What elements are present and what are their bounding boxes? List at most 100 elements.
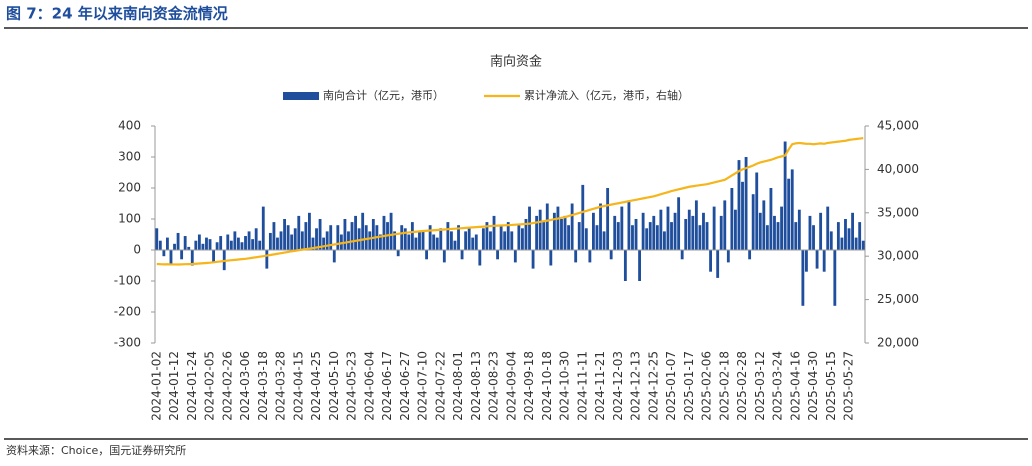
bar [336,225,340,250]
bar [652,215,656,250]
bar [641,212,645,250]
bar [563,215,567,250]
bar [343,219,347,250]
bar [389,212,393,250]
bar [570,203,574,250]
x-tick-label: 2024-07-10 [416,351,430,421]
bar [308,212,311,250]
x-tick-label: 2024-08-13 [469,351,483,421]
bar [528,206,531,250]
bar [606,188,610,250]
x-tick-label: 2024-11-21 [593,351,607,421]
bar [325,231,329,250]
y-tick-label: 100 [118,212,141,226]
bar [421,231,425,250]
bar [371,219,375,250]
bar [844,219,847,250]
x-tick-label: 2024-01-24 [185,351,199,421]
bar [258,240,262,250]
bar [403,228,407,250]
bar [655,225,659,250]
bar [485,222,489,250]
bar [215,242,219,250]
y-tick-label: 200 [118,181,141,195]
bar [595,225,599,250]
bar [623,250,627,281]
bar [329,225,333,250]
bar [819,212,823,250]
bar [602,231,606,250]
bar [680,250,684,260]
bar [478,250,482,266]
bar [379,234,382,250]
bar [854,237,858,250]
bar [709,250,712,272]
bar [627,200,631,250]
bar [435,237,439,250]
line [156,137,864,266]
bar [460,250,464,260]
bar [599,203,602,250]
x-tick-label: 2024-03-06 [238,351,252,421]
bar [524,219,528,250]
bar [762,200,766,250]
bar [268,232,272,250]
bar [347,231,350,250]
bar [219,236,223,250]
bar [265,250,269,269]
bar [577,222,581,250]
bar [840,237,844,250]
bar [212,250,215,263]
bar [247,231,251,250]
x-tick-label: 2024-03-28 [274,351,288,421]
x-tick-label: 2024-05-10 [327,351,341,421]
y-tick-label: -300 [114,336,141,350]
bar [858,222,862,250]
bar [173,243,176,250]
bar [240,242,244,250]
y2-tick-label: 35,000 [877,205,919,219]
bar [155,228,159,250]
bar [180,250,184,260]
bar [208,239,212,250]
bar [691,215,695,250]
bar [446,222,450,250]
bar [648,222,652,250]
bar [723,200,727,250]
source-note: 资料来源：Choice，国元证券研究所 [6,443,186,457]
x-tick-label: 2024-04-25 [309,351,323,421]
bar [293,228,297,250]
bar [297,215,301,250]
bar [432,234,436,250]
bar [794,222,798,250]
y2-tick-label: 20,000 [877,336,919,350]
x-tick-label: 2024-12-25 [646,351,660,421]
bar [631,225,634,250]
bar [332,250,336,263]
x-tick-label: 2025-02-06 [700,351,714,421]
bar [673,212,677,250]
bar [705,222,709,250]
bar [304,222,308,250]
bar [226,234,230,250]
x-tick-label: 2025-05-27 [842,351,856,421]
bar [361,212,365,250]
bar [254,228,258,250]
bar [670,222,673,250]
bar [737,160,741,250]
y2-tick-label: 25,000 [877,292,919,306]
x-tick-label: 2024-07-22 [433,351,447,421]
bar [734,209,737,250]
bar [492,215,496,250]
bar [744,157,748,250]
x-tick-label: 2024-04-15 [291,351,305,421]
y-tick-label: 0 [133,243,141,257]
bar [442,250,446,263]
bar [453,240,457,250]
bar [503,231,507,250]
bar [286,225,290,250]
y2-tick-label: 40,000 [877,162,919,176]
bar [290,234,294,250]
bar [510,231,514,250]
y2-tick-label: 30,000 [877,249,919,263]
